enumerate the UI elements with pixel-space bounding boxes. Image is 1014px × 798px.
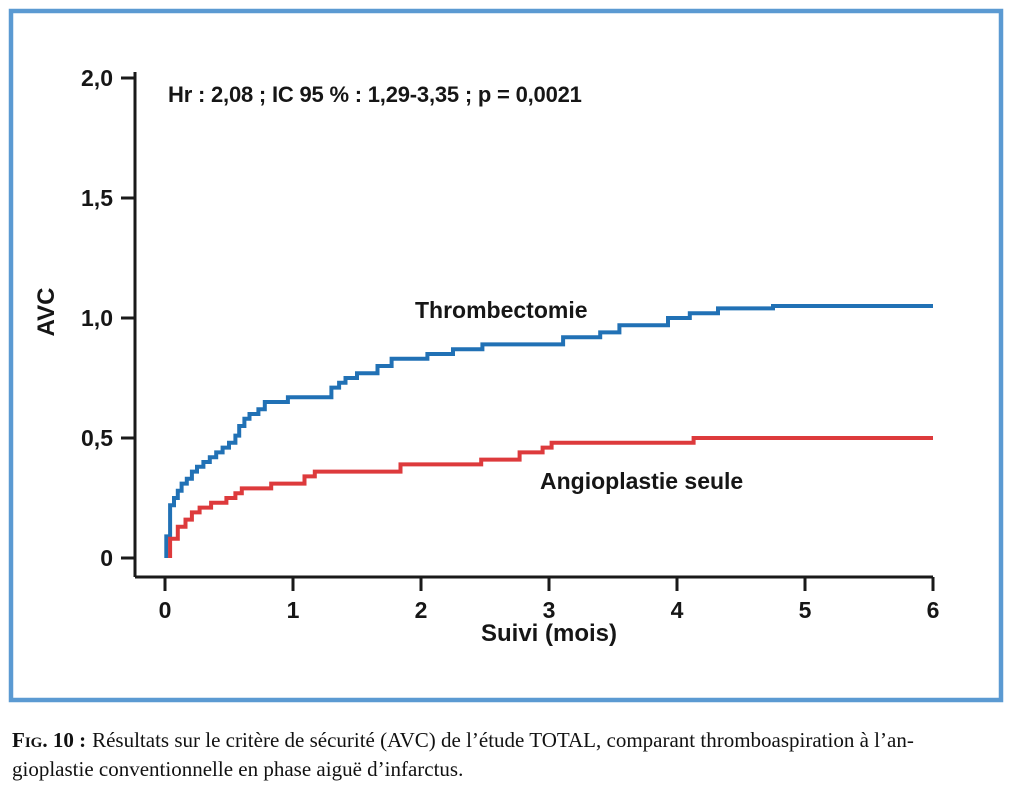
x-axis-title: Suivi (mois): [481, 620, 617, 647]
x-tick-label: 3: [543, 597, 556, 623]
curves: [164, 304, 933, 558]
x-tick-label: 5: [799, 597, 812, 623]
curve-angioplastie: [168, 436, 933, 558]
x-tick-label: 0: [159, 597, 172, 623]
x-tick-label: 6: [927, 597, 940, 623]
x-axis-ticks: 0 1 2 3 4 5 6: [159, 577, 940, 623]
caption-label: Fig. 10 :: [12, 728, 87, 752]
x-tick-label: 4: [671, 597, 684, 623]
x-tick-label: 1: [287, 597, 300, 623]
caption-text-line2: gioplastie conventionnelle en phase aigu…: [12, 757, 464, 781]
curve-thrombectomie: [164, 304, 933, 558]
x-tick-label: 2: [415, 597, 428, 623]
figure-frame: [8, 8, 1004, 703]
hr-annotation: Hr : 2,08 ; IC 95 % : 1,29-3,35 ; p = 0,…: [168, 82, 582, 107]
y-tick-label: 1,0: [81, 305, 113, 331]
series-label-thrombectomie: Thrombectomie: [415, 297, 588, 323]
y-tick-label: 2,0: [81, 65, 113, 91]
figure-caption: Fig. 10 : Résultats sur le critère de séc…: [12, 726, 1004, 784]
y-axis-title: AVC: [33, 288, 60, 337]
y-tick-label: 0: [100, 545, 113, 571]
y-axis-ticks: 0 0,5 1,0 1,5 2,0: [81, 65, 135, 571]
y-tick-label: 0,5: [81, 425, 113, 451]
y-tick-label: 1,5: [81, 185, 113, 211]
series-label-angioplastie: Angioplastie seule: [540, 468, 743, 494]
caption-text-line1: Résultats sur le critère de sécurité (AV…: [92, 728, 914, 752]
chart-svg: 0 0,5 1,0 1,5 2,0 0 1 2 3 4 5 6 Hr : 2,08 ; IC 95 …: [8, 8, 1004, 703]
